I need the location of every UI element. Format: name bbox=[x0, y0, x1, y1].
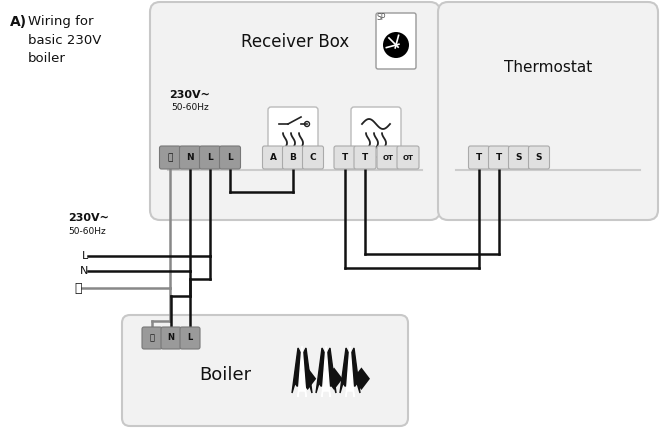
Text: ♦♦♦: ♦♦♦ bbox=[294, 366, 376, 396]
Text: T: T bbox=[496, 153, 502, 162]
Text: Thermostat: Thermostat bbox=[504, 60, 592, 74]
Text: A: A bbox=[270, 153, 276, 162]
FancyBboxPatch shape bbox=[161, 327, 181, 349]
Text: Boiler: Boiler bbox=[199, 366, 251, 384]
Text: T: T bbox=[476, 153, 482, 162]
Text: C: C bbox=[310, 153, 316, 162]
FancyBboxPatch shape bbox=[219, 146, 240, 169]
Text: S: S bbox=[535, 153, 542, 162]
Text: OT: OT bbox=[382, 155, 393, 161]
FancyBboxPatch shape bbox=[150, 2, 440, 220]
Text: ⏚: ⏚ bbox=[74, 282, 82, 295]
Text: L: L bbox=[82, 251, 88, 261]
Circle shape bbox=[383, 32, 409, 58]
FancyBboxPatch shape bbox=[180, 327, 200, 349]
Text: OT: OT bbox=[403, 155, 413, 161]
Text: L: L bbox=[187, 334, 193, 343]
Polygon shape bbox=[298, 346, 306, 397]
Text: T: T bbox=[342, 153, 348, 162]
FancyBboxPatch shape bbox=[180, 146, 201, 169]
Text: L: L bbox=[207, 153, 213, 162]
Text: A): A) bbox=[10, 15, 27, 29]
Text: B: B bbox=[290, 153, 297, 162]
Text: S: S bbox=[516, 153, 522, 162]
FancyBboxPatch shape bbox=[351, 107, 401, 157]
FancyBboxPatch shape bbox=[262, 146, 284, 169]
Text: ⏚: ⏚ bbox=[167, 153, 172, 162]
FancyBboxPatch shape bbox=[268, 107, 318, 157]
FancyBboxPatch shape bbox=[509, 146, 529, 169]
FancyBboxPatch shape bbox=[377, 146, 399, 169]
Text: 230V~: 230V~ bbox=[68, 213, 109, 223]
Text: T: T bbox=[362, 153, 368, 162]
Polygon shape bbox=[316, 348, 336, 393]
FancyBboxPatch shape bbox=[397, 146, 419, 169]
FancyBboxPatch shape bbox=[376, 13, 416, 69]
FancyBboxPatch shape bbox=[488, 146, 509, 169]
FancyBboxPatch shape bbox=[334, 146, 356, 169]
Polygon shape bbox=[346, 346, 354, 397]
FancyBboxPatch shape bbox=[199, 146, 221, 169]
FancyBboxPatch shape bbox=[354, 146, 376, 169]
Polygon shape bbox=[322, 346, 330, 397]
FancyBboxPatch shape bbox=[122, 315, 408, 426]
Text: SP: SP bbox=[376, 13, 386, 22]
FancyBboxPatch shape bbox=[282, 146, 303, 169]
Text: 50-60Hz: 50-60Hz bbox=[171, 102, 209, 111]
Text: 230V~: 230V~ bbox=[170, 90, 211, 100]
Text: Wiring for
basic 230V
boiler: Wiring for basic 230V boiler bbox=[28, 15, 101, 65]
FancyBboxPatch shape bbox=[142, 327, 162, 349]
FancyBboxPatch shape bbox=[468, 146, 490, 169]
Polygon shape bbox=[292, 348, 312, 393]
FancyBboxPatch shape bbox=[160, 146, 180, 169]
FancyBboxPatch shape bbox=[529, 146, 550, 169]
Text: N: N bbox=[80, 266, 88, 276]
Text: ⏚: ⏚ bbox=[150, 334, 154, 343]
FancyBboxPatch shape bbox=[438, 2, 658, 220]
Text: 50-60Hz: 50-60Hz bbox=[68, 226, 106, 235]
Text: N: N bbox=[168, 334, 174, 343]
FancyBboxPatch shape bbox=[303, 146, 323, 169]
Text: L: L bbox=[227, 153, 233, 162]
Text: Receiver Box: Receiver Box bbox=[241, 33, 349, 51]
Polygon shape bbox=[340, 348, 360, 393]
Text: N: N bbox=[186, 153, 194, 162]
